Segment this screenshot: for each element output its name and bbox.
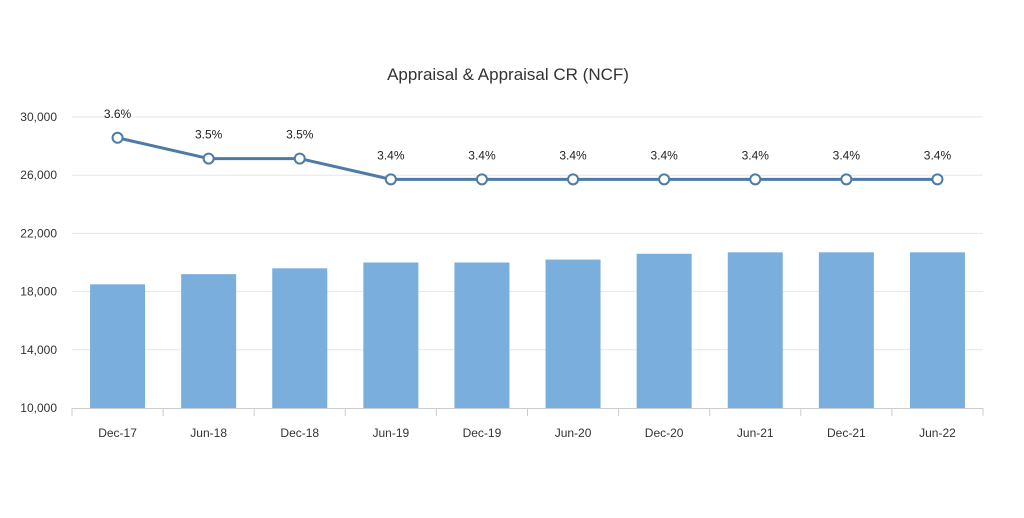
x-tick-label: Jun-19 [372,426,409,440]
line-point [475,173,488,186]
x-tick-label: Dec-19 [463,426,502,440]
data-label: 3.4% [742,148,770,162]
x-tick-label: Jun-18 [190,426,227,440]
data-label: 3.4% [468,148,496,162]
y-tick-label: 26,000 [20,168,57,182]
x-tick-label: Jun-20 [555,426,592,440]
bar [636,253,692,408]
line-point [931,173,944,186]
bar [818,252,874,408]
y-tick-label: 10,000 [20,401,57,415]
data-label: 3.4% [833,148,861,162]
data-label: 3.5% [195,128,223,142]
bar [363,262,419,408]
x-tick-label: Dec-21 [827,426,866,440]
data-label: 3.4% [924,148,952,162]
data-label: 3.6% [104,107,132,121]
x-tick-label: Jun-21 [737,426,774,440]
bar [545,259,601,408]
bar [272,268,328,408]
y-tick-label: 30,000 [20,110,57,124]
y-tick-label: 14,000 [20,343,57,357]
line-point [658,173,671,186]
line-point [202,152,215,165]
line-point [111,131,124,144]
labels-layer: 3.6% 3.5% 3.5% 3.4% 3.4% 3.4% 3.4% 3.4% 3.4% 3.4% [104,107,952,163]
bars-layer [90,252,965,408]
bar [454,262,510,408]
bar [909,252,965,408]
line-point [293,152,306,165]
x-tick-label: Jun-22 [919,426,956,440]
line-point [567,173,580,186]
axis-layer: 10,000 14,000 18,000 22,000 26,000 30,000 Dec-… [20,110,984,440]
data-label: 3.4% [559,148,587,162]
bar [90,284,146,408]
line-point [840,173,853,186]
y-tick-label: 22,000 [20,226,57,240]
line-point [384,173,397,186]
data-label: 3.5% [286,128,314,142]
bar [727,252,783,408]
data-label: 3.4% [377,148,405,162]
bar [181,274,237,408]
x-tick-label: Dec-18 [280,426,319,440]
chart-title: Appraisal & Appraisal CR (NCF) [387,65,629,84]
y-tick-label: 18,000 [20,285,57,299]
line-point [749,173,762,186]
data-label: 3.4% [650,148,678,162]
x-tick-label: Dec-17 [98,426,137,440]
line-layer [111,131,944,186]
cr-line [117,136,938,181]
x-tick-label: Dec-20 [645,426,684,440]
